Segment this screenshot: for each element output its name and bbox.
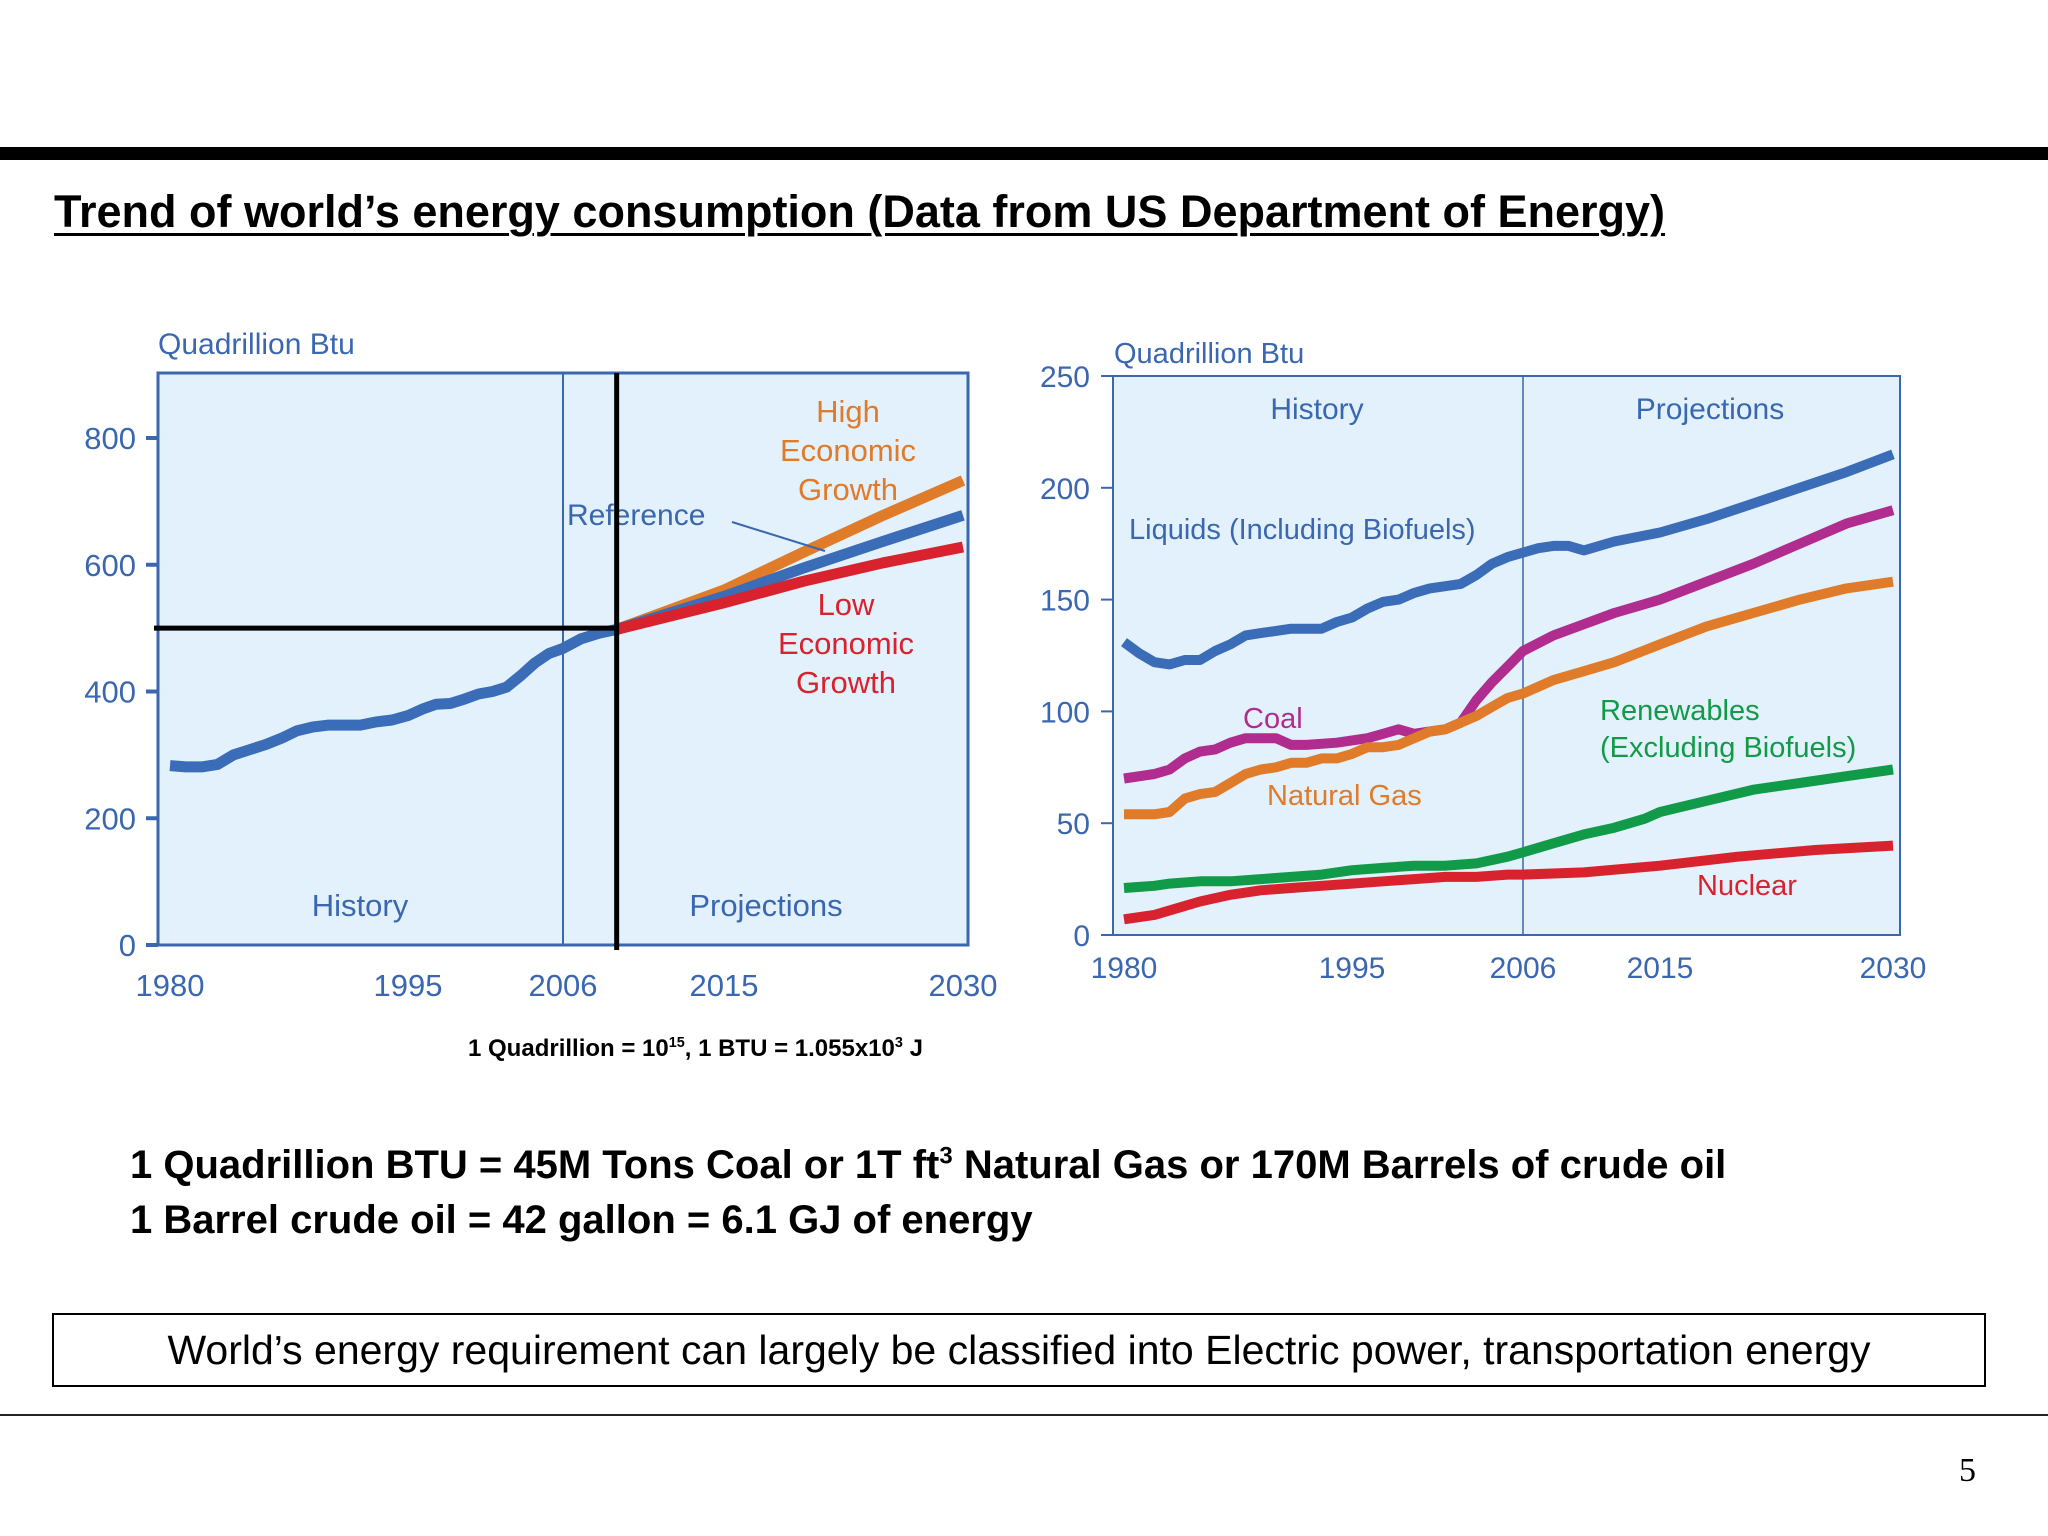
series-line-low-economic-growth <box>615 541 965 635</box>
note-text: 1 Quadrillion = 10 <box>468 1035 669 1062</box>
x-tick-label: 1980 <box>136 968 205 1003</box>
slide-title: Trend of world’s energy consumption (Dat… <box>54 186 1666 237</box>
y-axis-title: Quadrillion Btu <box>158 328 355 361</box>
page-number: 5 <box>1959 1452 1976 1489</box>
note-text: , 1 BTU = 1.055x10 <box>684 1035 895 1062</box>
conversion-text: 1 Quadrillion BTU = 45M Tons Coal or 1T … <box>130 1143 940 1187</box>
x-tick-label: 1995 <box>374 968 443 1003</box>
reference-leader-line <box>731 521 826 552</box>
label-line: Growth <box>798 472 898 507</box>
y-tick-label: 800 <box>84 421 136 456</box>
series-label-low: Low Economic Growth <box>778 587 914 700</box>
label-line: Economic <box>780 433 916 468</box>
y-tick-label: 600 <box>84 548 136 583</box>
conversion-text: Natural Gas or 170M Barrels of crude oil <box>952 1143 1727 1187</box>
x-tick-label: 2030 <box>929 968 998 1003</box>
series-label-reference: Reference <box>567 499 705 532</box>
top-rule <box>0 147 2048 160</box>
series-line-history <box>169 624 618 773</box>
x-tick-label: 2006 <box>529 968 598 1003</box>
note-exponent: 3 <box>894 1035 903 1051</box>
label-line: Growth <box>796 665 896 700</box>
conversion-line-1: 1 Quadrillion BTU = 45M Tons Coal or 1T … <box>130 1143 1726 1188</box>
region-label-projections: Projections <box>689 888 842 923</box>
y-tick-label: 0 <box>119 928 136 963</box>
summary-text: World’s energy requirement can largely b… <box>167 1326 1871 1373</box>
conversion-line-2: 1 Barrel crude oil = 42 gallon = 6.1 GJ … <box>130 1198 1033 1242</box>
label-line: Economic <box>778 626 914 661</box>
label-line: Low <box>818 587 875 622</box>
note-text: J <box>902 1035 923 1062</box>
summary-box: World’s energy requirement can largely b… <box>52 1313 1986 1387</box>
bottom-rule <box>0 1414 2048 1416</box>
region-label-history: History <box>312 888 409 923</box>
y-tick-label: 400 <box>84 675 136 710</box>
y-tick-label: 200 <box>84 801 136 836</box>
unit-note: 1 Quadrillion = 1015, 1 BTU = 1.055x103 … <box>468 1035 923 1063</box>
note-exponent: 15 <box>668 1035 685 1051</box>
label-line: High <box>816 394 880 429</box>
series-label-high: High Economic Growth <box>780 394 916 507</box>
conversion-exponent: 3 <box>939 1142 953 1170</box>
x-tick-label: 2015 <box>690 968 759 1003</box>
